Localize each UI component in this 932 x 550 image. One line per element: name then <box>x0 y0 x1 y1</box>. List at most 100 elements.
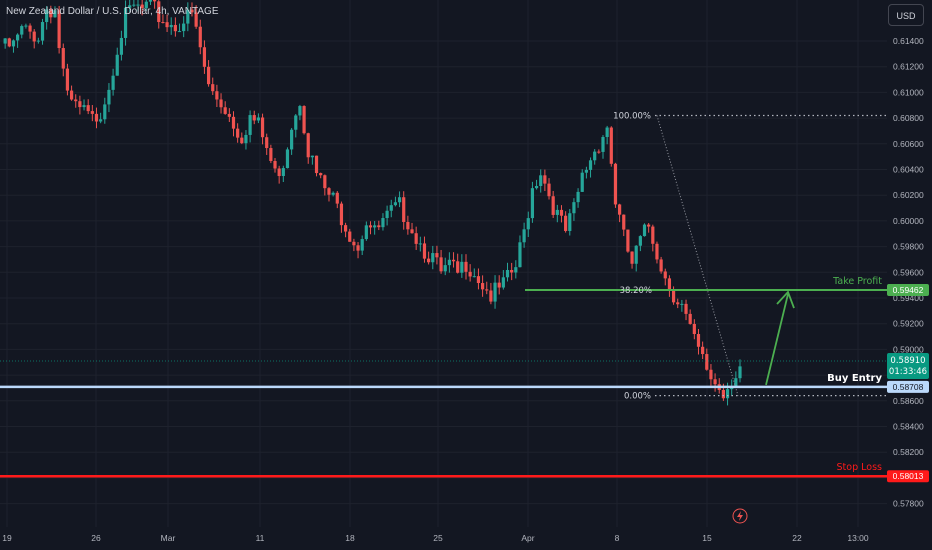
candle-body <box>564 215 568 231</box>
price-tick-label: 0.60400 <box>893 165 924 175</box>
candle-body <box>231 116 236 129</box>
price-tick-label: 0.59800 <box>893 242 924 252</box>
candle-body <box>622 214 626 230</box>
candle-body <box>20 26 24 35</box>
time-tick-label: Mar <box>161 533 176 543</box>
price-axis: 0.61400 0.61200 0.61000 0.60800 0.60600 0.604… <box>893 36 924 509</box>
candle-body <box>647 224 651 227</box>
lightning-icon <box>732 508 748 524</box>
price-tick-label: 0.58200 <box>893 447 924 457</box>
candle-body <box>277 168 281 177</box>
candle-body <box>40 22 45 41</box>
trade-arrow-head <box>776 290 795 309</box>
candle-body <box>406 221 410 230</box>
candle-body <box>368 225 373 228</box>
candle-body <box>518 242 522 268</box>
candle-body <box>713 379 717 385</box>
price-tick-label: 0.61400 <box>893 36 924 46</box>
candle-body <box>427 258 431 263</box>
candle-body <box>505 269 510 278</box>
candle-body <box>551 196 555 215</box>
candle-body <box>402 197 406 222</box>
candle-body <box>256 117 261 121</box>
time-tick-label: Apr <box>521 533 534 543</box>
candle-body <box>294 115 298 130</box>
candle-body <box>597 151 601 153</box>
candle-body <box>580 172 584 192</box>
candle-body <box>377 225 381 228</box>
candle-body <box>252 115 256 121</box>
candle-body <box>281 168 285 177</box>
grid <box>0 0 887 527</box>
price-tick-label: 0.60000 <box>893 216 924 226</box>
candle-body <box>198 26 202 48</box>
candle-body <box>36 40 40 42</box>
candle-body <box>464 261 468 272</box>
candle-body <box>613 163 618 205</box>
candle-body <box>497 282 501 288</box>
candle-body <box>302 106 306 134</box>
candle-body <box>285 149 290 169</box>
candles <box>3 0 742 406</box>
time-tick-label: 11 <box>256 533 265 543</box>
candle-body <box>364 225 368 240</box>
candle-body <box>414 233 418 244</box>
candle-body <box>107 89 111 105</box>
candle-body <box>182 23 186 32</box>
candle-body <box>530 188 535 219</box>
candle-body <box>671 289 676 303</box>
lightning-icon-bolt <box>737 511 743 521</box>
candle-body <box>331 192 335 195</box>
time-tick-label: 22 <box>792 533 802 543</box>
candle-body <box>119 37 123 55</box>
price-axis-bg[interactable] <box>887 0 932 527</box>
candle-body <box>480 283 485 290</box>
candle-body <box>165 22 169 28</box>
current-price-badge-bg <box>887 352 929 379</box>
candle-body <box>468 271 472 277</box>
candle-body <box>539 175 543 187</box>
candle-body <box>489 290 493 302</box>
candle-body <box>443 265 447 272</box>
symbol-title: New Zealand Dollar / U.S. Dollar, 4h, VA… <box>6 6 219 17</box>
candle-body <box>568 213 572 231</box>
candle-body <box>605 127 609 138</box>
candle-body <box>655 243 659 260</box>
candle-body <box>472 276 476 278</box>
candle-body <box>593 151 597 161</box>
take-profit-price-badge-bg <box>887 284 929 297</box>
candle-body <box>236 128 240 138</box>
candle-body <box>78 101 82 108</box>
candle-body <box>609 127 613 164</box>
candle-body <box>65 68 70 91</box>
candle-body <box>248 115 252 135</box>
candle-body <box>269 148 273 161</box>
time-tick-label: 8 <box>615 533 620 543</box>
candle-body <box>418 243 422 245</box>
candle-body <box>310 155 314 158</box>
candle-body <box>734 378 738 387</box>
take-profit-label: Take Profit <box>832 276 882 287</box>
currency-button[interactable]: USD <box>888 4 924 26</box>
time-tick-label: 18 <box>345 533 355 543</box>
candle-body <box>82 105 86 108</box>
candle-body <box>24 25 28 27</box>
buy-entry-price-badge-bg <box>887 380 929 393</box>
candle-body <box>659 259 663 272</box>
trade-arrow-shaft <box>765 293 789 386</box>
fib-100-label: 100.00% <box>613 112 651 122</box>
candle-body <box>57 10 61 49</box>
stop-loss-label: Stop Loss <box>837 462 883 473</box>
candle-body <box>265 137 269 149</box>
overlays <box>0 114 887 478</box>
candle-body <box>514 267 518 273</box>
candle-body <box>215 91 219 100</box>
candle-body <box>314 155 319 174</box>
candle-body <box>439 257 443 272</box>
candle-body <box>460 261 464 273</box>
candle-body <box>61 48 65 69</box>
candle-body <box>526 218 530 230</box>
price-tick-label: 0.57800 <box>893 499 924 509</box>
candle-body <box>667 278 672 290</box>
